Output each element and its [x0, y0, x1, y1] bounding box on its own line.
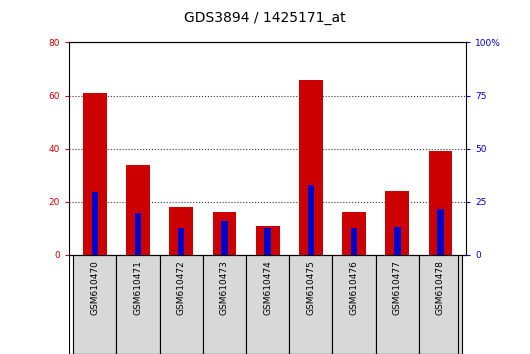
- Bar: [419, 255, 462, 354]
- Bar: [385, 191, 409, 255]
- Bar: [299, 80, 323, 255]
- Text: GSM610474: GSM610474: [263, 260, 272, 315]
- Bar: [170, 207, 193, 255]
- Bar: [213, 212, 236, 255]
- Bar: [332, 255, 376, 354]
- Text: GSM610471: GSM610471: [134, 260, 143, 315]
- Text: GSM610475: GSM610475: [306, 260, 315, 315]
- Bar: [178, 228, 184, 255]
- Bar: [351, 228, 357, 255]
- Text: GSM610472: GSM610472: [176, 260, 186, 315]
- Bar: [256, 226, 279, 255]
- Bar: [203, 255, 246, 354]
- Bar: [394, 227, 401, 255]
- Text: GSM610478: GSM610478: [436, 260, 445, 315]
- Text: GSM610477: GSM610477: [393, 260, 402, 315]
- Bar: [264, 228, 271, 255]
- Bar: [342, 212, 366, 255]
- Bar: [92, 192, 98, 255]
- Text: GSM610473: GSM610473: [220, 260, 229, 315]
- Bar: [221, 221, 228, 255]
- Bar: [73, 255, 117, 354]
- Bar: [429, 152, 453, 255]
- Bar: [83, 93, 107, 255]
- Bar: [437, 209, 444, 255]
- Bar: [307, 185, 314, 255]
- Bar: [126, 165, 150, 255]
- Bar: [117, 255, 160, 354]
- Bar: [289, 255, 332, 354]
- Bar: [246, 255, 289, 354]
- Bar: [135, 213, 142, 255]
- Text: GSM610470: GSM610470: [90, 260, 99, 315]
- Text: GSM610476: GSM610476: [350, 260, 359, 315]
- Bar: [160, 255, 203, 354]
- Bar: [376, 255, 419, 354]
- Text: GDS3894 / 1425171_at: GDS3894 / 1425171_at: [184, 11, 346, 25]
